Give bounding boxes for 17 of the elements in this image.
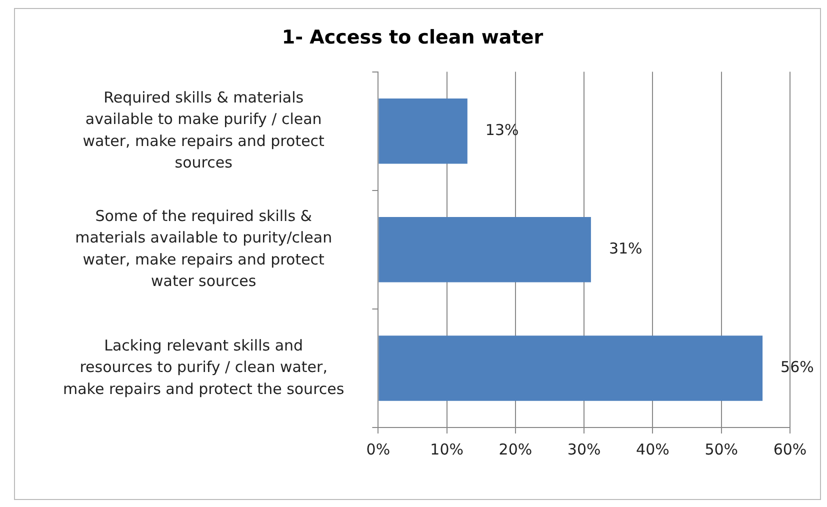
data-label: 56% (780, 358, 814, 376)
x-tick-label: 20% (498, 440, 532, 458)
x-tick-label: 50% (704, 440, 738, 458)
data-label: 13% (485, 120, 519, 139)
x-tick-label: 10% (430, 440, 464, 458)
bar (378, 217, 591, 282)
bar (378, 336, 763, 401)
data-label: 31% (608, 240, 642, 258)
x-tick-label: 30% (567, 440, 601, 458)
chart-title: 1- Access to clean water (282, 26, 544, 48)
bar (378, 98, 468, 164)
x-tick-label: 40% (636, 440, 670, 458)
y-tick-label: Required skills & materials available to make purify / clean water, make repairs and protect sources (82, 88, 325, 172)
x-tick-label: 0% (366, 440, 390, 458)
y-tick-label: Some of the required skills & materials available to purity/clean water, make repairs and protect water sources (75, 206, 332, 290)
y-tick-label: Lacking relevant skills and resources to purify / clean water, make repairs and protect the sources (62, 336, 344, 398)
x-tick-label: 60% (773, 440, 807, 458)
